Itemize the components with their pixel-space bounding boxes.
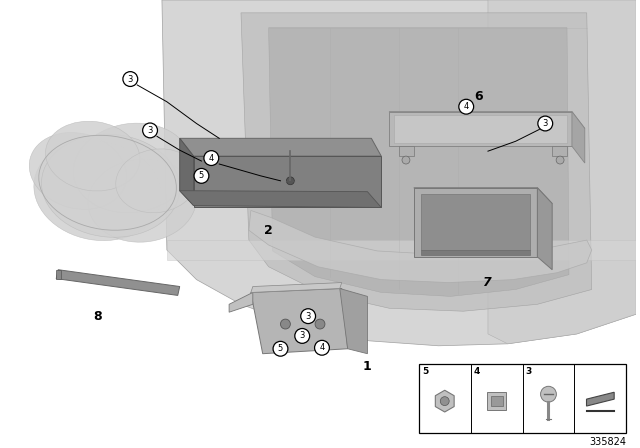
Text: 7: 7	[482, 276, 490, 289]
Circle shape	[402, 156, 410, 164]
Polygon shape	[552, 146, 567, 156]
FancyBboxPatch shape	[419, 364, 627, 433]
Text: 2: 2	[264, 224, 273, 237]
Circle shape	[143, 123, 157, 138]
Circle shape	[556, 156, 564, 164]
Text: 8: 8	[93, 310, 102, 323]
Polygon shape	[162, 0, 636, 346]
Text: 5: 5	[422, 366, 428, 375]
Polygon shape	[180, 138, 193, 206]
Ellipse shape	[45, 121, 140, 191]
Polygon shape	[389, 112, 585, 129]
Text: 6: 6	[474, 90, 483, 103]
Polygon shape	[251, 289, 348, 354]
Polygon shape	[586, 392, 614, 406]
Text: 3: 3	[525, 366, 532, 375]
Circle shape	[538, 116, 553, 131]
Circle shape	[459, 99, 474, 114]
Text: 3: 3	[305, 312, 311, 321]
Text: 5: 5	[199, 172, 204, 181]
Circle shape	[204, 151, 219, 165]
Text: 3: 3	[300, 332, 305, 340]
Polygon shape	[180, 138, 381, 156]
Text: 4: 4	[474, 366, 480, 375]
Text: 4: 4	[209, 154, 214, 163]
Ellipse shape	[29, 133, 127, 209]
Ellipse shape	[88, 159, 196, 242]
Ellipse shape	[73, 123, 191, 213]
Polygon shape	[180, 191, 381, 207]
Polygon shape	[56, 270, 180, 295]
Text: 3: 3	[127, 74, 133, 83]
Text: 1: 1	[363, 360, 372, 373]
Polygon shape	[572, 112, 585, 163]
Polygon shape	[193, 156, 381, 207]
Text: 335824: 335824	[589, 437, 627, 447]
Polygon shape	[399, 146, 414, 156]
Polygon shape	[420, 194, 531, 250]
Polygon shape	[56, 270, 61, 279]
Polygon shape	[251, 283, 342, 293]
Polygon shape	[488, 0, 636, 344]
FancyBboxPatch shape	[487, 392, 506, 410]
Polygon shape	[538, 188, 552, 270]
Polygon shape	[420, 250, 531, 255]
Circle shape	[301, 309, 316, 323]
Text: 4: 4	[463, 102, 469, 111]
Polygon shape	[241, 13, 592, 311]
Text: 3: 3	[543, 119, 548, 128]
Polygon shape	[340, 289, 367, 354]
Text: 3: 3	[147, 126, 153, 135]
Text: 4: 4	[319, 343, 324, 352]
Circle shape	[287, 177, 294, 185]
Circle shape	[315, 319, 325, 329]
Polygon shape	[389, 112, 572, 146]
Polygon shape	[269, 28, 569, 297]
Circle shape	[315, 340, 330, 355]
Ellipse shape	[116, 149, 198, 213]
Polygon shape	[394, 115, 567, 143]
Circle shape	[280, 319, 291, 329]
Text: 5: 5	[278, 344, 283, 353]
Circle shape	[440, 396, 449, 405]
Ellipse shape	[34, 141, 161, 241]
Circle shape	[194, 168, 209, 183]
Polygon shape	[167, 240, 636, 260]
Circle shape	[273, 341, 288, 356]
Ellipse shape	[42, 134, 180, 237]
Polygon shape	[414, 188, 552, 203]
Polygon shape	[414, 188, 538, 257]
Polygon shape	[229, 293, 253, 312]
Polygon shape	[249, 211, 592, 283]
Circle shape	[295, 328, 310, 343]
Circle shape	[123, 72, 138, 86]
Circle shape	[541, 386, 556, 402]
FancyBboxPatch shape	[491, 396, 502, 406]
